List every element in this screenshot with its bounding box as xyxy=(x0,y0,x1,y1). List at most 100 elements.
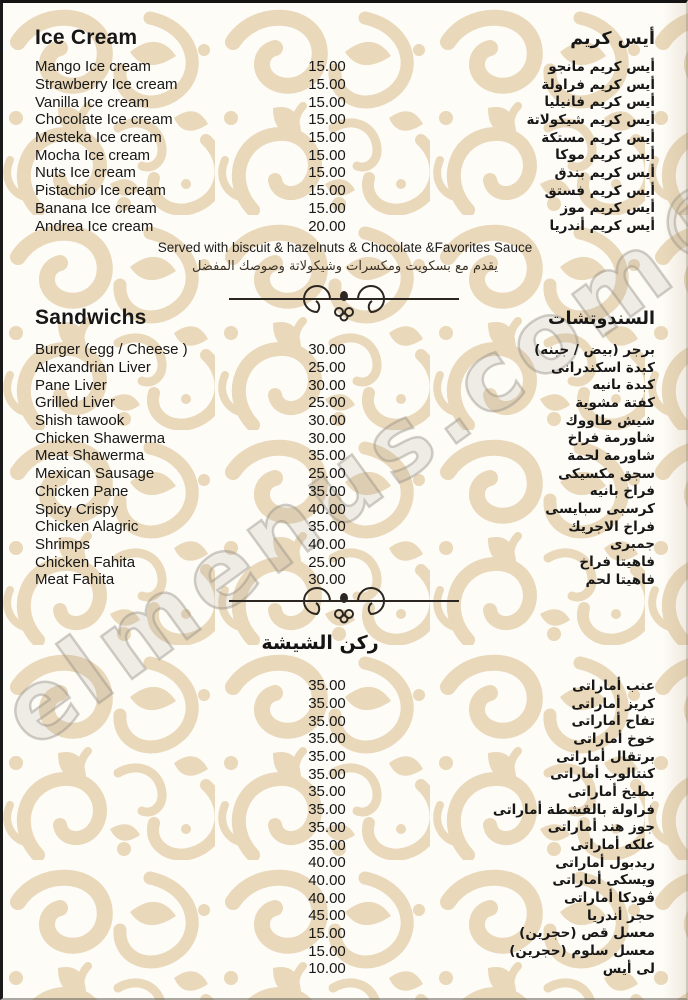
item-name-ar: سجق مكسيكى xyxy=(558,465,655,482)
item-name-en: Alexandrian Liver xyxy=(35,359,151,377)
menu-item-row: 15.00 معسل قص (حجرين) xyxy=(35,925,655,943)
shisha-items: 35.00 عنب أماراتى 35.00 كريز أماراتى 35.00 تف… xyxy=(35,677,655,978)
item-name-en: Spicy Crispy xyxy=(35,500,119,518)
item-name-ar: فاهيتا فراخ xyxy=(579,554,655,571)
menu-item-row: Alexandrian Liver 25.00 كبدة اسكندرانى xyxy=(35,359,655,377)
menu-item-row: Vanilla Ice cream 15.00 أيس كريم فانيليا xyxy=(35,93,655,111)
menu-item-row: Shrimps 40.00 جمبرى xyxy=(35,536,655,554)
item-price: 15.00 xyxy=(308,76,346,94)
item-name-ar: فاهيتا لحم xyxy=(585,571,655,588)
section-title-shisha: ركن الشيشة xyxy=(261,632,379,654)
scan-edge-shade xyxy=(662,0,688,1000)
item-name-en: Andrea Ice cream xyxy=(35,217,154,235)
item-price: 30.00 xyxy=(308,412,346,430)
item-price: 15.00 xyxy=(308,164,346,182)
item-price: 35.00 xyxy=(308,482,346,500)
item-price: 40.00 xyxy=(308,889,346,907)
section-title-en: Ice Cream xyxy=(35,26,138,49)
item-price: 35.00 xyxy=(308,695,346,713)
menu-item-row: Andrea Ice cream 20.00 أيس كريم أندريا xyxy=(35,217,655,235)
section-title-en: Sandwichs xyxy=(35,306,147,329)
item-name-ar: شاورمة لحمة xyxy=(567,447,655,464)
item-name-ar: كنتالوب أماراتى xyxy=(550,766,655,783)
menu-item-row: 35.00 خوخ أماراتى xyxy=(35,730,655,748)
menu-item-row: Chicken Alagric 35.00 فراخ الاجريك xyxy=(35,518,655,536)
menu-item-row: 35.00 كريز أماراتى xyxy=(35,695,655,713)
item-name-ar: كفتة مشوية xyxy=(575,394,655,411)
item-name-ar: أيس كريم موز xyxy=(560,200,655,217)
item-price: 30.00 xyxy=(308,429,346,447)
menu-item-row: 35.00 تفاح أماراتى xyxy=(35,712,655,730)
item-name-ar: شاورمة فراخ xyxy=(567,430,655,447)
item-price: 25.00 xyxy=(308,553,346,571)
menu-item-row: Nuts Ice cream 15.00 أيس كريم بندق xyxy=(35,164,655,182)
item-name-en: Banana Ice cream xyxy=(35,199,157,217)
item-price: 15.00 xyxy=(308,129,346,147)
section-head-sandwiches: Sandwichs السندوتشات xyxy=(35,306,655,330)
item-name-en: Chocolate Ice cream xyxy=(35,111,173,129)
item-price: 25.00 xyxy=(308,359,346,377)
item-price: 35.00 xyxy=(308,447,346,465)
item-price: 40.00 xyxy=(308,535,346,553)
item-name-ar: كريز أماراتى xyxy=(571,695,655,712)
menu-item-row: 40.00 ڤودكا أماراتى xyxy=(35,889,655,907)
item-name-ar: جوز هند أماراتى xyxy=(547,819,655,836)
item-name-ar: أيس كريم موكا xyxy=(555,147,655,164)
menu-item-row: Pane Liver 30.00 كبدة بانيه xyxy=(35,376,655,394)
scroll-divider-icon xyxy=(0,586,688,624)
item-name-en: Pistachio Ice cream xyxy=(35,182,166,200)
menu-item-row: Mocha Ice cream 15.00 أيس كريم موكا xyxy=(35,146,655,164)
item-price: 25.00 xyxy=(308,394,346,412)
item-price: 35.00 xyxy=(308,818,346,836)
item-name-ar: لى أيس xyxy=(602,960,655,977)
menu-item-row: Grilled Liver 25.00 كفتة مشوية xyxy=(35,394,655,412)
item-price: 35.00 xyxy=(308,783,346,801)
item-name-en: Vanilla Ice cream xyxy=(35,93,149,111)
item-name-en: Chicken Alagric xyxy=(35,518,139,536)
scroll-divider-icon xyxy=(0,284,688,322)
menu-item-row: Mexican Sausage 25.00 سجق مكسيكى xyxy=(35,465,655,483)
menu-item-row: 40.00 ويسكى أماراتى xyxy=(35,872,655,890)
menu-item-row: Mango Ice cream 15.00 أيس كريم مانجو xyxy=(35,58,655,76)
item-price: 30.00 xyxy=(308,341,346,359)
item-price: 35.00 xyxy=(308,836,346,854)
item-price: 10.00 xyxy=(308,960,346,978)
item-name-ar: ڤودكا أماراتى xyxy=(563,890,655,907)
menu-item-row: Chicken Pane 35.00 فراخ بانيه xyxy=(35,483,655,501)
menu-item-row: Banana Ice cream 15.00 أيس كريم موز xyxy=(35,200,655,218)
section-title-ar: أيس كريم xyxy=(570,29,655,49)
item-name-en: Pane Liver xyxy=(35,376,107,394)
item-name-en: Chicken Shawerma xyxy=(35,429,166,447)
menu-item-row: Chocolate Ice cream 15.00 أيس كريم شيكولات… xyxy=(35,111,655,129)
item-name-en: Chicken Fahita xyxy=(35,553,136,571)
item-price: 15.00 xyxy=(308,182,346,200)
item-price: 15.00 xyxy=(308,111,346,129)
menu-item-row: 35.00 بطيخ أماراتى xyxy=(35,783,655,801)
menu-item-row: 35.00 كنتالوب أماراتى xyxy=(35,765,655,783)
item-name-en: Meat Shawerma xyxy=(35,447,145,465)
menu-item-row: 45.00 حجر أندريا xyxy=(35,907,655,925)
item-name-ar: معسل سلوم (حجرين) xyxy=(509,943,655,960)
menu-item-row: 15.00 معسل سلوم (حجرين) xyxy=(35,942,655,960)
item-price: 15.00 xyxy=(308,58,346,76)
item-name-ar: أيس كريم فستق xyxy=(544,182,655,199)
item-price: 15.00 xyxy=(308,146,346,164)
item-name-ar: فراخ الاجريك xyxy=(568,518,655,535)
item-name-ar: كبدة بانيه xyxy=(592,377,655,394)
menu-item-row: 35.00 برتقال أماراتى xyxy=(35,748,655,766)
menu-item-row: 10.00 لى أيس xyxy=(35,960,655,978)
item-name-en: Mango Ice cream xyxy=(35,58,151,76)
item-name-ar: معسل قص (حجرين) xyxy=(519,925,655,942)
item-price: 20.00 xyxy=(308,217,346,235)
ice-cream-items: Mango Ice cream 15.00 أيس كريم مانجو Strawb… xyxy=(35,58,655,235)
serving-note-ar: يقدم مع بسكويت ومكسرات وشيكولاتة وصوصك ا… xyxy=(191,259,499,274)
item-name-en: Grilled Liver xyxy=(35,394,116,412)
item-price: 30.00 xyxy=(308,376,346,394)
section-head-ice-cream: Ice Cream أيس كريم xyxy=(35,26,655,50)
item-price: 15.00 xyxy=(308,93,346,111)
item-price: 15.00 xyxy=(308,942,346,960)
item-name-ar: فراخ بانيه xyxy=(589,483,655,500)
menu-item-row: 35.00 علكه أماراتى xyxy=(35,836,655,854)
